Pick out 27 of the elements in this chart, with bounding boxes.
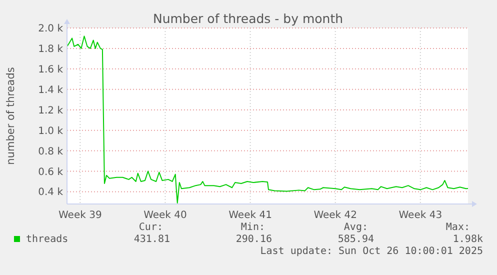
text: 431.81 (134, 234, 170, 245)
x-tick-label: Week 42 (314, 210, 357, 221)
text: 290.16 (236, 234, 272, 245)
y-tick-label: 1.4 k (38, 84, 64, 96)
text: 585.94 (338, 234, 374, 245)
y-tick-label: 1.2 k (38, 105, 64, 116)
y-tick-label: 0.6 k (38, 166, 64, 178)
text: Cur: (138, 222, 163, 233)
y-axis-title: number of threads (5, 67, 17, 165)
x-tick-label: Week 41 (228, 210, 272, 221)
y-tick-label: 1.6 k (38, 64, 64, 76)
line-series (66, 36, 468, 204)
text: 1.98k (452, 234, 483, 245)
x-tick-label: Week 39 (58, 210, 102, 221)
text: Min: (240, 222, 265, 233)
y-tick-label: 0.4 k (38, 187, 64, 198)
y-tick-label: 0.8 k (38, 146, 64, 158)
legend-label: threads (26, 234, 68, 245)
text: Max: (446, 222, 470, 233)
x-tick-label: Week 43 (398, 210, 442, 221)
chart-title: Number of threads - by month (152, 11, 344, 26)
text: Last update: Sun Oct 26 10:00:01 2025 (260, 246, 483, 257)
text: Avg: (344, 222, 368, 233)
y-tick-label: 2.0 k (38, 24, 64, 34)
y-tick-label: 1.0 k (38, 126, 64, 137)
y-tick-label: 1.8 k (38, 44, 64, 55)
x-tick-label: Week 40 (144, 210, 187, 221)
